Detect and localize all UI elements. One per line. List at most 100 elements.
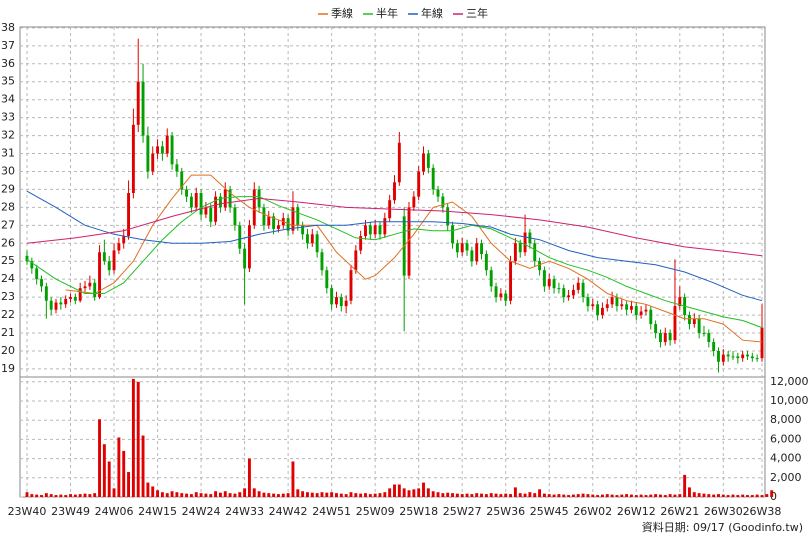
volume-bar	[281, 493, 285, 497]
candle-body	[707, 333, 711, 342]
candle-body	[542, 270, 546, 287]
volume-bar	[721, 494, 725, 497]
candle-body	[69, 297, 72, 299]
volume-bar	[117, 437, 121, 497]
candle-body	[499, 293, 503, 298]
candle-body	[431, 167, 435, 190]
volume-bar	[615, 495, 619, 497]
candle-body	[615, 297, 619, 307]
volume-bar	[107, 461, 111, 497]
volume-bar	[170, 491, 174, 497]
y-tick-label: 23	[1, 290, 15, 303]
volume-bar	[726, 495, 730, 497]
volume-bar	[73, 494, 77, 497]
candle-body	[475, 243, 479, 262]
candle-body	[180, 171, 184, 190]
volume-bar	[513, 487, 517, 497]
candle-body	[383, 218, 387, 235]
y-tick-label: 22	[1, 308, 15, 321]
candle-body	[272, 216, 276, 229]
volume-bar	[484, 494, 488, 497]
candle-body	[726, 354, 730, 357]
volume-bar	[499, 494, 503, 497]
ma-line	[65, 174, 763, 343]
volume-bar	[576, 494, 580, 497]
source-note: 資料日期: 09/17 (Goodinfo.tw)	[642, 520, 803, 534]
candle-body	[214, 196, 218, 222]
candle-body	[412, 196, 416, 208]
candle-body	[30, 261, 34, 269]
volume-bar	[523, 493, 527, 497]
candle-body	[441, 196, 445, 208]
volume-bar	[349, 492, 353, 497]
y-tick-label: 19	[1, 362, 15, 375]
volume-bar	[131, 378, 135, 497]
candle-body	[586, 297, 590, 307]
volume-bar	[562, 494, 566, 497]
volume-bar	[770, 490, 774, 497]
volume-bar	[475, 493, 479, 497]
candle-body	[233, 207, 237, 226]
candle-body	[194, 193, 198, 208]
candle-body	[349, 270, 353, 301]
volume-bar	[422, 482, 425, 497]
volume-bar	[233, 493, 237, 497]
candle-body	[446, 207, 450, 226]
candle-body	[141, 81, 145, 136]
candle-body	[325, 270, 329, 289]
candle-body	[107, 261, 111, 271]
volume-bar	[301, 491, 305, 497]
y-tick-label: 33	[1, 111, 15, 124]
volume-bar	[455, 493, 459, 497]
volume-bar	[625, 494, 629, 497]
candle-body	[117, 243, 121, 251]
x-tick-label: 26W12	[617, 505, 656, 518]
volume-tick-label: 0	[770, 490, 777, 503]
candle-body	[407, 207, 411, 276]
candle-body	[634, 306, 638, 316]
volume-bar	[610, 494, 614, 497]
volume-bar	[668, 494, 672, 497]
y-tick-label: 31	[1, 147, 15, 160]
volume-bar	[426, 488, 430, 497]
candle-body	[44, 286, 48, 301]
candle-body	[146, 135, 150, 172]
volume-bar	[185, 493, 189, 497]
candle-body	[470, 250, 474, 262]
candle-body	[189, 196, 193, 208]
candle-body	[465, 243, 469, 251]
candle-body	[64, 298, 68, 305]
volume-tick-label: 4,000	[770, 452, 802, 465]
candle-body	[102, 252, 106, 262]
candle-body	[320, 252, 324, 271]
y-tick-label: 20	[1, 344, 15, 357]
candle-body	[596, 304, 600, 316]
volume-bar	[98, 419, 101, 497]
candle-body	[750, 356, 754, 359]
volume-bar	[644, 495, 648, 497]
legend-label: 年線	[421, 6, 443, 20]
volume-bar	[44, 493, 48, 497]
candle-body	[286, 218, 290, 231]
volume-bar	[586, 494, 590, 497]
x-tick-label: 24W24	[182, 505, 221, 518]
candle-body	[731, 356, 735, 358]
volume-tick-label: 10,000	[770, 394, 808, 407]
volume-bar	[528, 492, 532, 497]
volume-bar	[262, 492, 266, 497]
volume-bar	[649, 494, 653, 497]
candle-body	[426, 153, 430, 168]
candle-body	[741, 354, 745, 359]
y-tick-label: 21	[1, 326, 15, 339]
volume-bar	[746, 495, 749, 497]
volume-bar	[542, 493, 546, 497]
candle-body	[59, 302, 63, 305]
y-tick-label: 38	[1, 21, 15, 34]
volume-bar	[765, 494, 769, 497]
volume-bar	[160, 492, 164, 497]
volume-bar	[750, 495, 754, 497]
candle-body	[218, 196, 222, 208]
volume-bar	[567, 495, 571, 497]
candle-body	[73, 297, 77, 301]
y-tick-label: 29	[1, 182, 15, 195]
